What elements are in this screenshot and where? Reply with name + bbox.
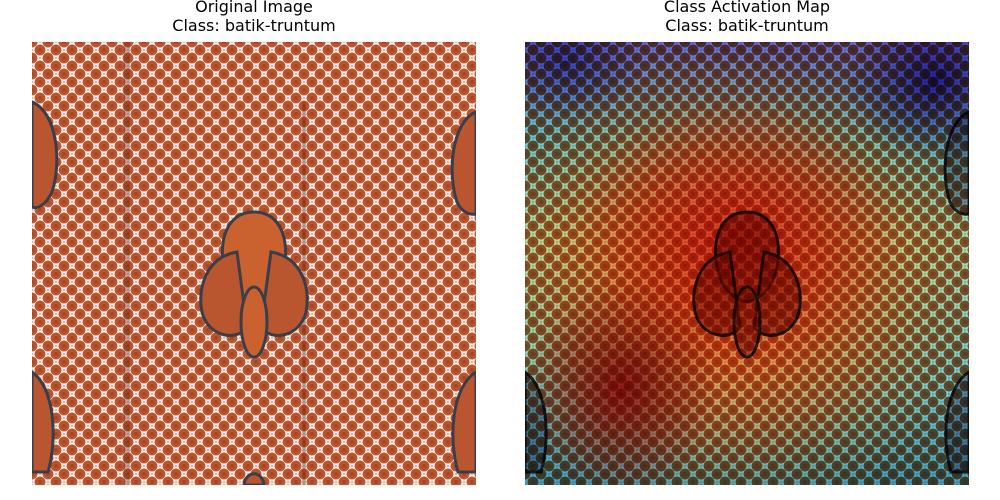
cam-class-label: Class: batik-truntum bbox=[665, 16, 829, 35]
batik-motif bbox=[525, 110, 969, 474]
original-image-title: Original Image Class: batik-truntum bbox=[32, 0, 476, 35]
batik-motif bbox=[32, 100, 476, 485]
original-image-class-label: Class: batik-truntum bbox=[172, 16, 336, 35]
cam-title: Class Activation Map Class: batik-truntu… bbox=[525, 0, 969, 35]
fabric-streak bbox=[124, 42, 130, 485]
original-image bbox=[32, 42, 476, 485]
original-image-title-line1: Original Image bbox=[195, 0, 313, 16]
class-activation-map bbox=[525, 42, 969, 485]
cam-title-line1: Class Activation Map bbox=[663, 0, 831, 16]
